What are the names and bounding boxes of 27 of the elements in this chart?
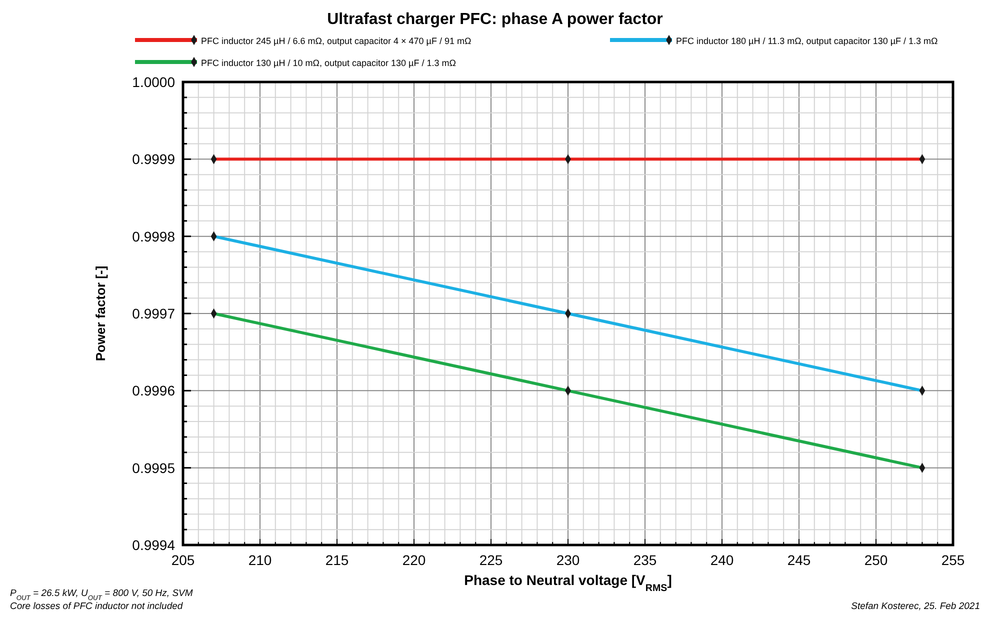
- x-tick-label: 240: [710, 552, 734, 568]
- y-tick-label: 1.0000: [132, 74, 176, 90]
- x-tick-label: 230: [556, 552, 580, 568]
- chart-title: Ultrafast charger PFC: phase A power factor: [327, 11, 663, 28]
- x-tick-label: 205: [171, 552, 195, 568]
- y-tick-label: 0.9999: [132, 151, 176, 168]
- text: P$_{OUT}$ = 26.5 kW, U$_{OUT}$ = 800 V, 50 Hz, SVM: [10, 588, 193, 602]
- y-tick-label: 0.9998: [132, 228, 176, 244]
- y-tick-label: 0.9995: [132, 460, 176, 476]
- x-tick-label: 255: [941, 552, 965, 568]
- x-tick-label: 245: [787, 552, 811, 568]
- y-tick-label: 0.9996: [132, 382, 176, 399]
- x-tick-label: 220: [402, 552, 426, 568]
- legend-label: PFC inductor 180 µH / 11.3 mΩ, output capacitor 130 µF / 1.3 mΩ: [676, 36, 938, 46]
- x-tick-label: 225: [479, 552, 503, 568]
- text: Core losses of PFC inductor not included: [10, 601, 184, 612]
- legend-label: PFC inductor 245 µH / 6.6 mΩ, output capacitor 4 × 470 µF / 91 mΩ: [201, 36, 472, 46]
- x-tick-label: 235: [633, 552, 657, 568]
- y-axis-title: Power factor [-]: [93, 266, 108, 362]
- x-tick-label: 210: [248, 552, 272, 568]
- x-axis-title: Phase to Neutral voltage [V$_{RMS}$]: [464, 572, 672, 594]
- x-tick-label: 215: [325, 552, 349, 568]
- y-tick-label: 0.9994: [132, 537, 176, 553]
- legend-label: PFC inductor 130 µH / 10 mΩ, output capacitor 130 µF / 1.3 mΩ: [201, 58, 456, 68]
- y-tick-label: 0.9997: [132, 306, 176, 322]
- text: Stefan Kosterec, 25. Feb 2021: [851, 601, 980, 612]
- x-tick-label: 250: [864, 552, 888, 568]
